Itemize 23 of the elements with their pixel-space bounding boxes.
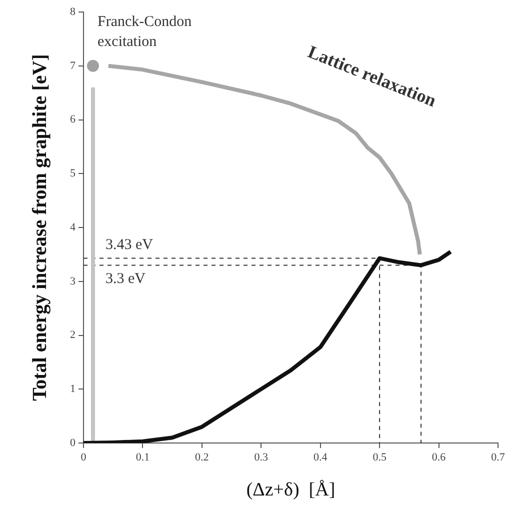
y-tick-label: 6	[70, 114, 76, 126]
annotation: 3.43 eV	[106, 237, 154, 254]
y-tick-label: 3	[70, 275, 76, 288]
y-tick-label: 8	[70, 6, 76, 18]
annotation: Franck-Condon	[98, 14, 192, 30]
x-tick-label: 0.5	[372, 451, 387, 464]
x-tick-label: 0.4	[313, 451, 328, 464]
x-tick-label: 0.6	[432, 451, 446, 464]
x-tick-label: 0	[80, 451, 87, 464]
annotation: excitation	[98, 34, 158, 50]
annotation: 3.3 eV	[106, 271, 146, 288]
x-tick-label: 0.3	[254, 451, 269, 464]
y-tick-label: 4	[70, 221, 76, 234]
x-tick-label: 0.2	[195, 451, 209, 464]
x-tick-label: 0.1	[136, 451, 150, 464]
x-axis-title: (Δz+δ) [Å]	[246, 480, 336, 501]
y-tick-label: 7	[70, 60, 76, 72]
y-tick-label: 5	[70, 168, 76, 180]
y-tick-label: 0	[70, 436, 76, 449]
x-tick-label: 0.7	[491, 451, 506, 464]
y-axis-title: Total energy increase from graphite [eV]	[29, 54, 52, 401]
y-tick-label: 1	[70, 383, 76, 396]
y-tick-label: 2	[70, 329, 76, 342]
